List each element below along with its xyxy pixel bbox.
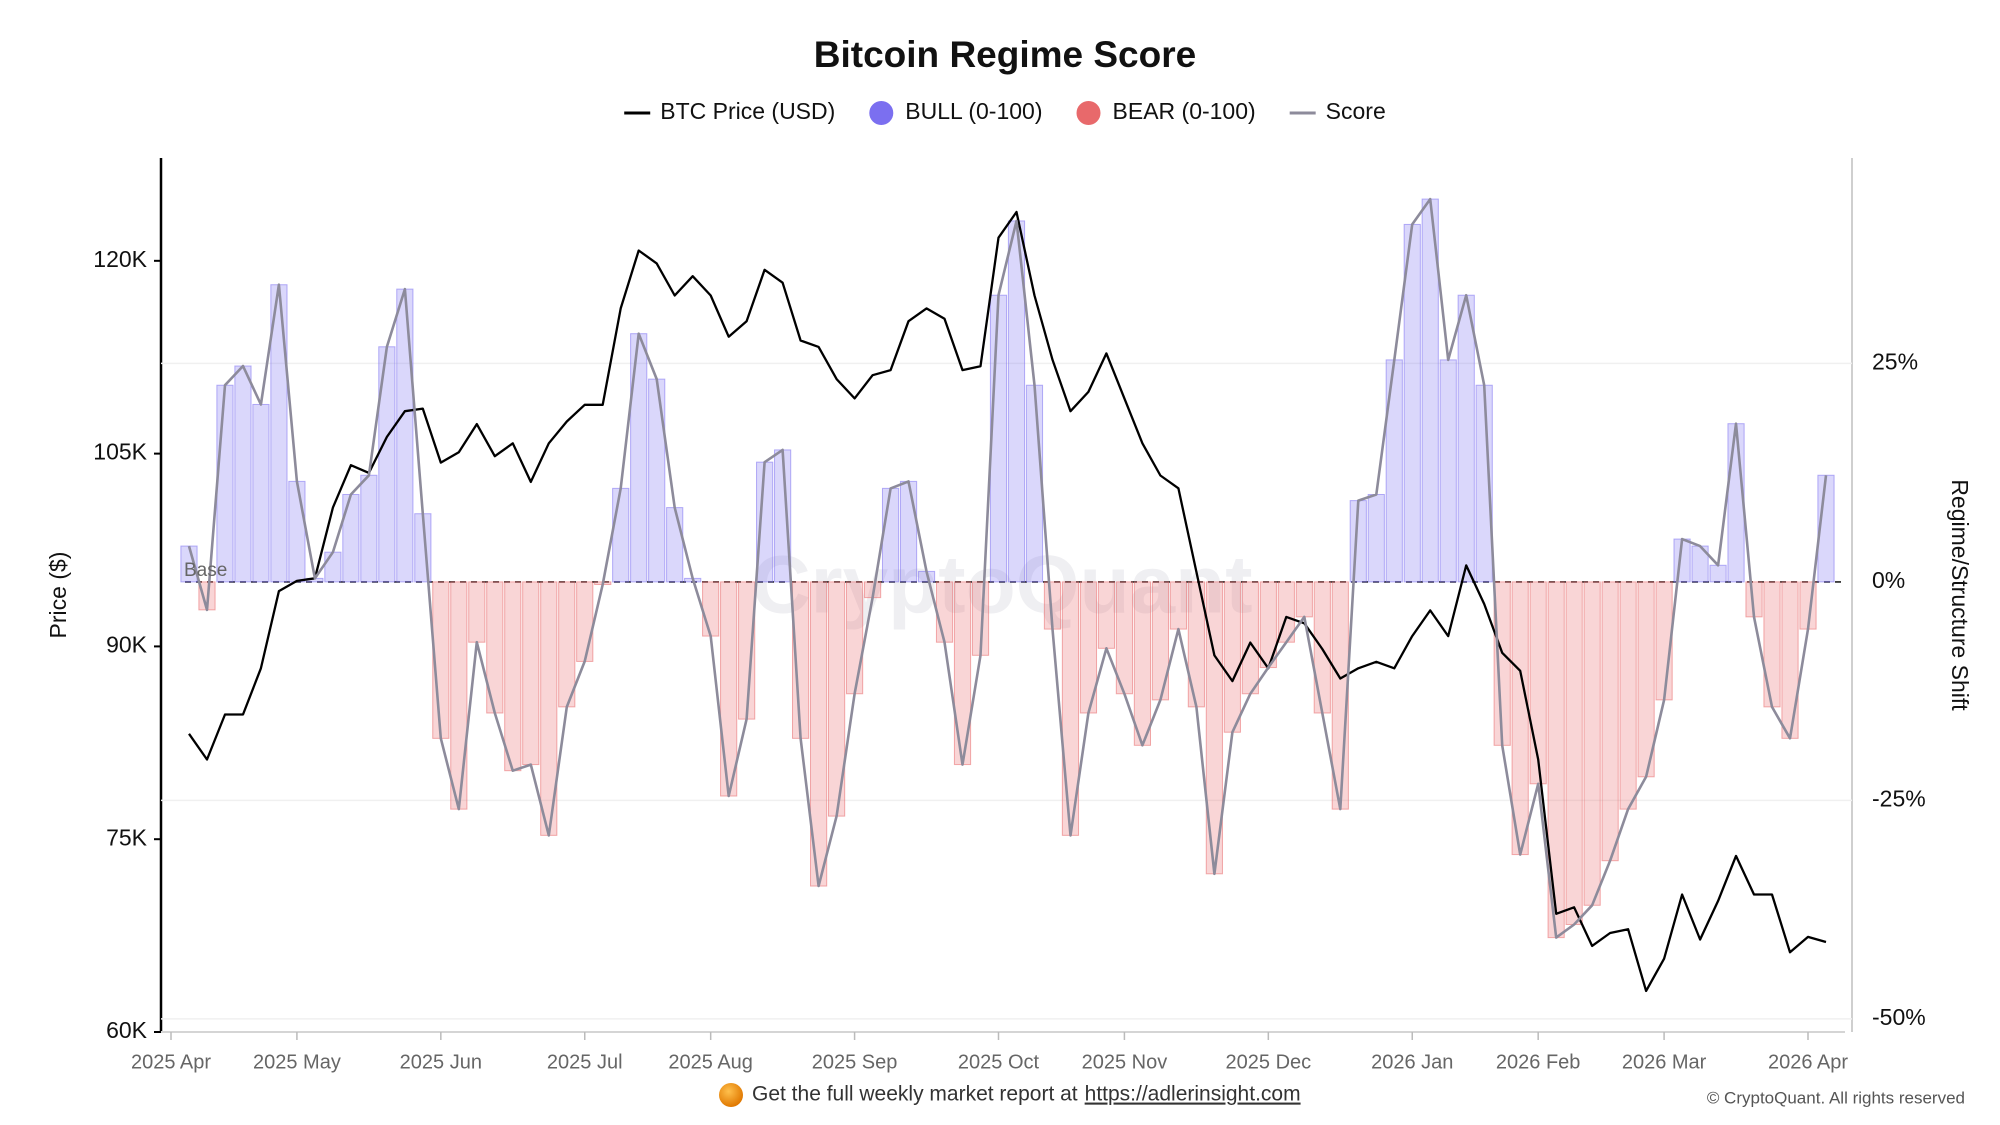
bear-bar [702, 581, 720, 637]
legend-label: BTC Price (USD) [660, 98, 835, 124]
bull-bar [288, 480, 306, 583]
legend-item: BTC Price (USD) [624, 98, 835, 124]
x-tick-label: 2025 Aug [668, 1051, 753, 1073]
x-tick-label: 2026 Jan [1371, 1051, 1453, 1073]
footer-link[interactable]: https://adlerinsight.com [1085, 1083, 1301, 1106]
bear-bar [504, 581, 522, 772]
y-tick-label: 60K [106, 1017, 148, 1043]
bull-bar [881, 487, 900, 583]
bear-bar [1601, 581, 1619, 862]
legend-item: BULL (0-100) [869, 98, 1043, 125]
bear-bar [1097, 581, 1116, 649]
bear-bar [558, 581, 576, 708]
bear-bar [1781, 581, 1799, 739]
bull-bar [234, 365, 252, 583]
score-line [187, 197, 1828, 939]
bear-bar [1763, 581, 1781, 708]
footer: Get the full weekly market report at htt… [719, 1083, 1301, 1107]
bull-bar [360, 474, 378, 583]
bull-bar [1025, 384, 1044, 583]
x-tick-label: 2025 Apr [131, 1051, 211, 1073]
y2-tick-label: 25% [1872, 348, 1918, 374]
x-tick-label: 2025 Jun [400, 1051, 482, 1073]
y2-tick-label: -50% [1872, 1004, 1926, 1030]
copyright: © CryptoQuant. All rights reserved [1707, 1088, 1965, 1107]
bull-bar [216, 384, 234, 583]
footer-text: Get the full weekly market report at [752, 1083, 1078, 1106]
bull-bar [396, 288, 414, 583]
bull-bar [1727, 423, 1745, 583]
x-tick-label: 2026 Mar [1622, 1051, 1707, 1073]
bear-bar [450, 581, 468, 810]
bear-bar [576, 581, 594, 662]
bull-bar [252, 403, 270, 583]
x-tick-label: 2025 Oct [958, 1051, 1040, 1073]
y2-tick-label: 0% [1872, 567, 1905, 593]
legend-label: BULL (0-100) [905, 98, 1042, 124]
y-tick-label: 75K [106, 824, 148, 850]
y-axis-title: Price ($) [45, 552, 71, 639]
legend-swatch [869, 101, 894, 125]
legend-item: BEAR (0-100) [1076, 98, 1256, 125]
x-tick-label: 2026 Apr [1768, 1051, 1848, 1073]
bull-bar [899, 480, 918, 583]
bull-bar [1367, 493, 1385, 583]
bear-bar [1295, 581, 1313, 618]
bull-bar [180, 545, 198, 583]
y-tick-label: 90K [106, 631, 148, 657]
bear-bar [1241, 581, 1259, 695]
bear-bar [1583, 581, 1601, 906]
bull-bar [1457, 294, 1475, 583]
bear-bar [1619, 581, 1637, 810]
watermark: CryptoQuant [751, 540, 1252, 631]
x-tick-label: 2025 Jul [547, 1051, 623, 1073]
bear-bar [1133, 581, 1152, 746]
price-line [188, 210, 1827, 993]
bull-bar [989, 294, 1008, 583]
lines [187, 197, 1828, 993]
bull-bar [1709, 564, 1727, 583]
legend-swatch [1076, 101, 1101, 125]
legend-label: BEAR (0-100) [1113, 98, 1256, 124]
chart-title: Bitcoin Regime Score [814, 34, 1196, 75]
bull-bar [1403, 223, 1421, 583]
bull-bar [666, 507, 684, 583]
y-tick-label: 120K [93, 246, 147, 272]
bull-bar [612, 487, 630, 583]
x-tick-label: 2025 May [253, 1051, 341, 1073]
bear-bar [522, 581, 540, 766]
bull-bar [630, 333, 648, 583]
bear-bar [1565, 581, 1583, 925]
bear-bar [1223, 581, 1241, 733]
legend: BTC Price (USD) BULL (0-100) BEAR (0-100) S… [624, 98, 1386, 125]
legend-item: Score [1289, 98, 1386, 124]
x-tick-label: 2025 Nov [1082, 1051, 1168, 1073]
bear-bar [720, 581, 738, 797]
bull-bar [342, 493, 360, 583]
bear-bar [1169, 581, 1187, 630]
y-tick-label: 105K [93, 439, 147, 465]
bull-bar [648, 378, 666, 583]
y2-axis-title: Regime/Structure Shift [1947, 479, 1973, 711]
bear-bar [845, 581, 864, 695]
bull-bar [1439, 359, 1457, 583]
bull-bar [324, 551, 342, 583]
footer-icon [719, 1083, 743, 1107]
bear-bar [1529, 581, 1547, 785]
bars [180, 198, 1835, 939]
base-label: Base [184, 560, 227, 581]
legend-label: Score [1326, 98, 1386, 124]
x-tick-label: 2025 Sep [812, 1051, 898, 1073]
bear-bar [468, 581, 486, 643]
y2-tick-label: -25% [1872, 785, 1926, 811]
bear-bar [935, 581, 954, 643]
x-tick-label: 2025 Dec [1226, 1051, 1312, 1073]
x-tick-label: 2026 Feb [1496, 1051, 1581, 1073]
